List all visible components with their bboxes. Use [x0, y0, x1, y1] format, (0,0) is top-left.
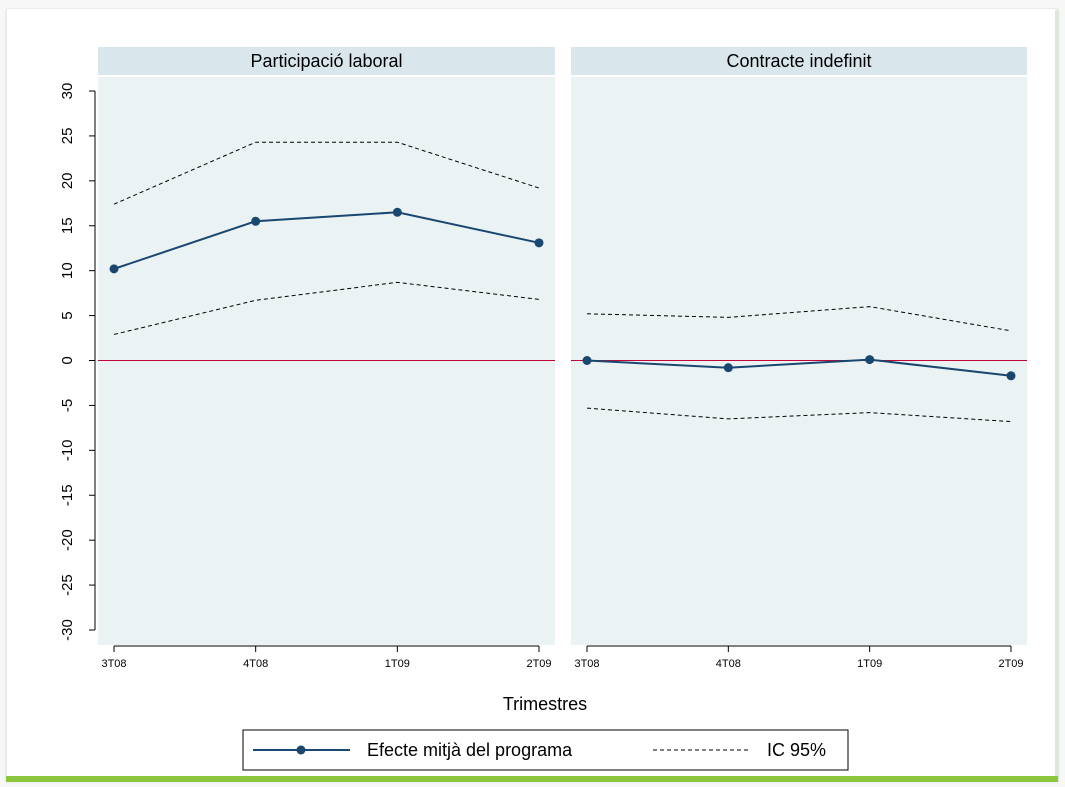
ci-lower-line [113, 281, 540, 335]
y-tick-label: 10 [59, 262, 76, 279]
estimate-point [392, 207, 402, 217]
y-tick-label: -25 [59, 574, 76, 596]
legend-estimate-marker [296, 745, 306, 755]
x-tick-label: 4T08 [716, 658, 741, 670]
x-tick-label: 1T09 [385, 658, 410, 670]
legend-estimate-label: Efecte mitjà del programa [367, 740, 573, 760]
y-tick-label: 5 [59, 311, 76, 319]
y-tick-label: -20 [59, 529, 76, 551]
y-tick-label: -5 [59, 399, 76, 412]
y-tick-label: 0 [59, 356, 76, 364]
frame-shadow-right [1055, 10, 1059, 782]
y-tick-label: 20 [59, 172, 76, 189]
y-tick-label: -30 [59, 619, 76, 641]
estimate-point [534, 238, 544, 248]
panel-title: Contracte indefinit [726, 51, 871, 71]
x-tick-label: 1T09 [857, 658, 882, 670]
ci-upper-line [113, 141, 540, 205]
estimate-point [251, 216, 261, 226]
estimate-point [109, 264, 119, 274]
estimate-series-line [586, 358, 1012, 377]
panel-1: Participació laboral 3T08 4T08 1T09 2T09 [98, 47, 555, 670]
panel-title: Participació laboral [250, 51, 402, 71]
x-tick-label: 4T08 [243, 658, 268, 670]
y-tick-label: 30 [59, 83, 76, 100]
legend-ci-label: IC 95% [767, 740, 826, 760]
x-axis-label: Trimestres [503, 694, 587, 714]
y-axis: 30 25 20 15 10 5 0 -5 -10 -15 -20 -25 -30 [59, 83, 96, 641]
y-tick-label: -15 [59, 484, 76, 506]
panel-2: Contracte indefinit 3T08 4T08 1T09 2T09 [571, 47, 1027, 670]
frame-accent-bar [6, 776, 1058, 782]
x-tick-label: 2T09 [526, 658, 551, 670]
estimate-point [865, 355, 875, 365]
y-tick-label: 15 [59, 217, 76, 234]
legend: Efecte mitjà del programa IC 95% [242, 729, 849, 771]
estimate-series-line [113, 211, 540, 270]
estimate-point [582, 356, 592, 365]
ci-lower-line [586, 407, 1012, 423]
ci-upper-line [586, 306, 1012, 332]
x-tick-label: 2T09 [998, 658, 1023, 670]
x-tick-label: 3T08 [574, 658, 599, 670]
panel-title-strip [571, 47, 1027, 75]
y-tick-label: -10 [59, 439, 76, 461]
estimate-point [1006, 371, 1016, 381]
y-tick-label: 25 [59, 128, 76, 145]
panel-title-strip [98, 47, 555, 75]
x-tick-label: 3T08 [101, 658, 126, 670]
estimate-point [723, 363, 733, 373]
